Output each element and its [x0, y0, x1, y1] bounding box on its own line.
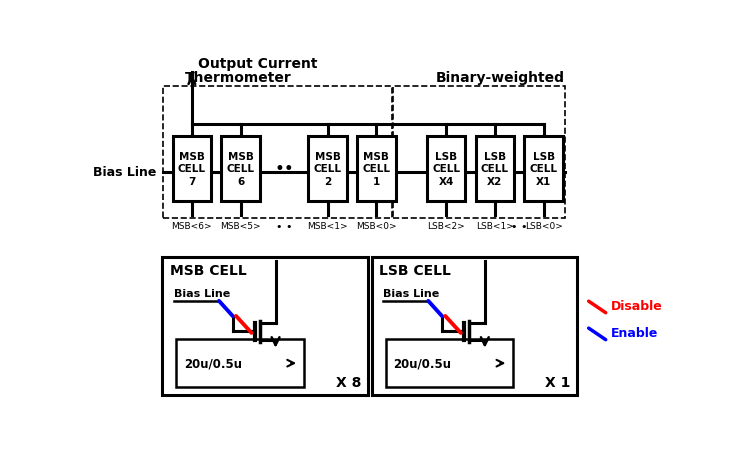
Text: Thermometer: Thermometer	[185, 71, 292, 85]
Bar	[386, 339, 513, 387]
Text: MSB<5>: MSB<5>	[220, 222, 261, 231]
Bar	[372, 257, 577, 395]
Text: 20u/0.5u: 20u/0.5u	[394, 357, 451, 370]
Bar	[308, 136, 347, 202]
Text: Disable: Disable	[610, 299, 662, 313]
Bar	[524, 136, 563, 202]
Bar	[426, 136, 465, 202]
Text: Output Current: Output Current	[198, 57, 318, 71]
Bar	[475, 136, 514, 202]
Text: ••: ••	[274, 160, 294, 178]
Bar	[176, 339, 304, 387]
Text: 20u/0.5u: 20u/0.5u	[184, 357, 242, 370]
Text: • •: • •	[276, 221, 292, 231]
Text: MSB
CELL
2: MSB CELL 2	[313, 152, 341, 186]
Text: Binary-weighted: Binary-weighted	[436, 71, 565, 85]
Text: LSB<1>: LSB<1>	[476, 222, 514, 231]
Text: LSB<0>: LSB<0>	[525, 222, 563, 231]
Bar	[163, 257, 368, 395]
Text: MSB
CELL
1: MSB CELL 1	[362, 152, 390, 186]
Text: MSB
CELL
7: MSB CELL 7	[178, 152, 206, 186]
Bar	[357, 136, 396, 202]
Text: MSB CELL: MSB CELL	[170, 263, 247, 277]
Text: Bias Line: Bias Line	[93, 166, 157, 179]
Text: Bias Line: Bias Line	[174, 288, 230, 298]
Text: • •: • •	[511, 221, 528, 231]
Text: MSB<0>: MSB<0>	[356, 222, 397, 231]
Text: LSB CELL: LSB CELL	[379, 263, 451, 277]
Text: LSB<2>: LSB<2>	[427, 222, 465, 231]
Text: MSB<1>: MSB<1>	[307, 222, 348, 231]
Text: X 1: X 1	[545, 375, 571, 389]
Text: LSB
CELL
X1: LSB CELL X1	[530, 152, 558, 186]
Bar	[173, 136, 211, 202]
Bar	[222, 136, 260, 202]
Text: X 8: X 8	[336, 375, 362, 389]
Text: LSB
CELL
X4: LSB CELL X4	[432, 152, 460, 186]
Text: LSB
CELL
X2: LSB CELL X2	[481, 152, 509, 186]
Text: Enable: Enable	[610, 327, 658, 340]
Text: Bias Line: Bias Line	[383, 288, 440, 298]
Text: MSB
CELL
6: MSB CELL 6	[227, 152, 254, 186]
Text: MSB<6>: MSB<6>	[171, 222, 212, 231]
